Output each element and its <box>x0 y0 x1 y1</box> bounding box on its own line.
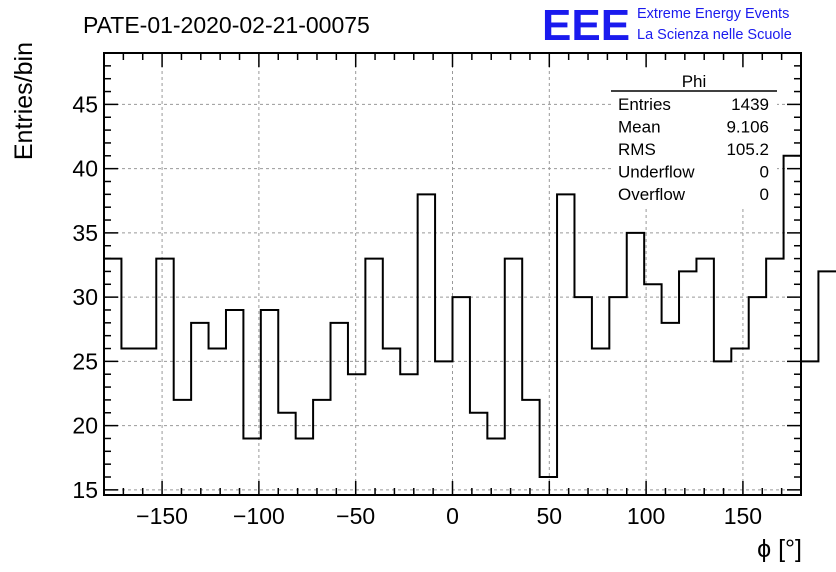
x-tick-label: 0 <box>446 503 459 529</box>
stats-title: Phi <box>682 72 707 91</box>
histogram-bin <box>261 310 278 495</box>
histogram-bin <box>400 374 417 495</box>
x-tick-label: 100 <box>627 503 665 529</box>
histogram-bin <box>121 349 138 495</box>
histogram-bin <box>801 361 818 495</box>
project-subtitle: La Scienza nelle Scuole <box>637 27 792 43</box>
histogram-bin <box>139 349 156 495</box>
x-tick-labels: −150 −100 −50 0 50 100 150 <box>136 503 762 529</box>
histogram-bin <box>331 323 348 495</box>
histogram-bin <box>435 361 452 495</box>
run-title: PATE-01-2020-02-21-00075 <box>83 12 370 38</box>
histogram-bin <box>278 413 295 495</box>
y-tick-label: 15 <box>72 477 98 503</box>
stats-row-label: Underflow <box>618 163 695 182</box>
histogram-bin <box>766 259 783 495</box>
y-tick-labels: 15 20 25 30 35 40 45 <box>72 91 98 502</box>
histogram-bin <box>749 297 766 495</box>
x-tick-label: 150 <box>724 503 762 529</box>
histogram-bin <box>174 400 191 495</box>
histogram-bin <box>348 374 365 495</box>
stats-box: Phi Entries 1439 Mean 9.106 RMS 105.2 Underflo… <box>611 68 777 208</box>
y-tick-label: 45 <box>72 91 98 117</box>
stats-row-value: 105.2 <box>726 140 769 159</box>
histogram-bin <box>418 194 435 495</box>
histogram-bin <box>296 438 313 495</box>
histogram-bin <box>818 271 835 495</box>
histogram-bin <box>644 284 661 495</box>
stats-row-value: 0 <box>760 163 769 182</box>
stats-row-label: Mean <box>618 118 661 137</box>
stats-row-value: 0 <box>760 185 769 204</box>
y-tick-label: 20 <box>72 413 98 439</box>
histogram-bin <box>156 259 173 495</box>
x-tick-label: 50 <box>537 503 563 529</box>
histogram-bin <box>592 349 609 495</box>
histogram-bin <box>679 271 696 495</box>
y-tick-label: 30 <box>72 284 98 310</box>
project-name: Extreme Energy Events <box>637 6 789 22</box>
histogram-bin <box>453 297 470 495</box>
y-tick-label: 40 <box>72 156 98 182</box>
stats-row-value: 1439 <box>731 95 769 114</box>
x-tick-label: −100 <box>233 503 285 529</box>
x-tick-label: −50 <box>336 503 375 529</box>
histogram-bin <box>191 323 208 495</box>
histogram-bin <box>383 349 400 495</box>
y-axis-label: Entries/bin <box>10 42 38 160</box>
axis-ticks <box>104 53 801 495</box>
histogram-bin <box>574 297 591 495</box>
histogram-bin <box>313 400 330 495</box>
histogram-bin <box>627 233 644 495</box>
y-tick-label: 25 <box>72 348 98 374</box>
histogram-bin <box>714 361 731 495</box>
histogram-bin <box>487 438 504 495</box>
histogram-outline <box>104 154 836 479</box>
histogram-bin <box>540 477 557 495</box>
eee-logo: EEE <box>542 1 630 50</box>
x-tick-label: −150 <box>136 503 188 529</box>
stats-row-value: 9.106 <box>726 118 769 137</box>
histogram-bin <box>505 259 522 495</box>
y-tick-label: 35 <box>72 220 98 246</box>
stats-row-label: Overflow <box>618 185 686 204</box>
histogram-bin <box>609 297 626 495</box>
x-axis-label: ϕ [°] <box>757 535 802 563</box>
histogram-bin <box>557 194 574 495</box>
histogram-bin <box>209 349 226 495</box>
stats-row-label: RMS <box>618 140 656 159</box>
stats-row-label: Entries <box>618 95 671 114</box>
histogram-bin <box>365 259 382 495</box>
histogram-bin <box>226 310 243 495</box>
histogram-bin <box>662 323 679 495</box>
histogram-bin <box>731 349 748 495</box>
histogram-bin <box>522 400 539 495</box>
histogram-bin <box>104 259 121 495</box>
stats-rows: Entries 1439 Mean 9.106 RMS 105.2 Underflow 0 Ov… <box>618 95 769 204</box>
histogram-bin <box>696 259 713 495</box>
histogram-bin <box>470 413 487 495</box>
